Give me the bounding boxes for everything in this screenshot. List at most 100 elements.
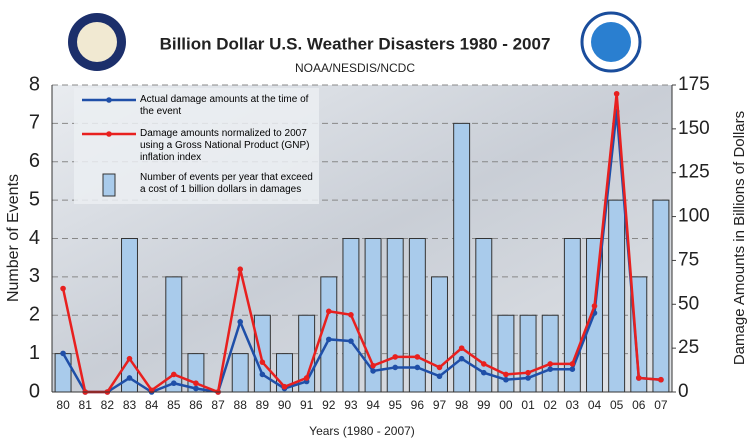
x-tick-label: 80 xyxy=(56,398,70,412)
x-tick-label: 05 xyxy=(610,398,624,412)
x-tick-label: 94 xyxy=(366,398,380,412)
y2-tick-label: 125 xyxy=(678,162,710,183)
line-point xyxy=(60,350,66,357)
bar xyxy=(541,314,559,393)
legend-text: Actual damage amounts at the time of the… xyxy=(140,94,309,117)
y2-tick-label: 150 xyxy=(678,118,710,139)
y-tick-label: 7 xyxy=(29,112,40,134)
line-point xyxy=(525,375,531,381)
chart-subtitle: NOAA/NESDIS/NCDC xyxy=(295,61,415,75)
line-point xyxy=(569,361,576,367)
logo-right xyxy=(580,11,642,73)
line-point xyxy=(126,355,133,362)
bar xyxy=(253,314,271,393)
line-point xyxy=(503,371,509,378)
line-point xyxy=(392,354,399,360)
legend-point xyxy=(106,97,112,103)
line-point xyxy=(458,355,465,362)
legend: Actual damage amounts at the time of the… xyxy=(74,88,319,204)
line xyxy=(61,111,662,394)
bar xyxy=(54,353,72,393)
x-tick-label: 81 xyxy=(79,398,93,412)
y2-axis-label: Damage Amounts in Billions of Dollars xyxy=(731,111,748,365)
legend-box xyxy=(102,173,116,197)
line-point xyxy=(60,285,66,292)
line-point xyxy=(348,312,354,318)
legend-text: Number of events per year that exceed a … xyxy=(140,172,313,195)
line-point xyxy=(303,375,310,381)
line-point xyxy=(414,364,421,371)
bar xyxy=(652,199,670,393)
x-tick-label: 88 xyxy=(234,398,248,412)
bar xyxy=(231,353,249,393)
line-point xyxy=(436,364,443,371)
x-tick-label: 91 xyxy=(300,398,314,412)
legend-swatch xyxy=(82,131,136,137)
x-tick-label: 07 xyxy=(654,398,668,412)
legend-item: Number of events per year that exceed a … xyxy=(78,172,315,198)
line-point xyxy=(525,369,531,376)
legend-swatch xyxy=(102,173,116,197)
y2-tick-label: 50 xyxy=(678,293,699,314)
x-tick-label: 00 xyxy=(499,398,513,412)
x-tick-label: 03 xyxy=(566,398,580,412)
x-tick-label: 01 xyxy=(521,398,535,412)
line-point xyxy=(503,376,509,383)
legend-swatch xyxy=(82,97,136,103)
y-tick-label: 8 xyxy=(29,73,40,95)
line-point xyxy=(569,366,576,372)
line-point xyxy=(325,308,332,315)
x-tick-label: 93 xyxy=(344,398,358,412)
line-point xyxy=(126,375,133,381)
line-point xyxy=(237,319,244,325)
line-point xyxy=(458,345,465,351)
y-tick-label: 0 xyxy=(29,380,40,402)
x-tick-label: 92 xyxy=(322,398,336,412)
x-tick-label: 90 xyxy=(278,398,292,412)
line-point xyxy=(547,366,554,372)
x-tick-label: 89 xyxy=(256,398,270,412)
y-axis-label: Number of Events xyxy=(5,174,22,302)
y2-tick-label: 75 xyxy=(678,249,699,270)
x-tick-label: 96 xyxy=(411,398,425,412)
line-point xyxy=(281,383,288,390)
x-tick-label: 98 xyxy=(455,398,469,412)
bar xyxy=(320,276,338,393)
y-tick-label: 1 xyxy=(29,342,40,364)
x-tick-label: 87 xyxy=(211,398,225,412)
legend-point xyxy=(106,131,112,137)
legend-text: Damage amounts normalized to 2007 using … xyxy=(140,128,310,163)
line-point xyxy=(325,336,332,343)
y2-tick-label: 0 xyxy=(678,381,689,402)
x-tick-label: 84 xyxy=(145,398,159,412)
x-tick-label: 86 xyxy=(189,398,203,412)
x-tick-label: 83 xyxy=(123,398,137,412)
line-point xyxy=(480,369,487,376)
logo-left xyxy=(68,13,126,71)
line-point xyxy=(348,338,354,344)
x-tick-label: 06 xyxy=(632,398,646,412)
y-tick-label: 2 xyxy=(29,304,40,326)
line-point xyxy=(170,371,177,378)
line-point xyxy=(547,361,554,367)
line-point xyxy=(414,354,421,360)
y-tick-label: 6 xyxy=(29,150,40,172)
line-point xyxy=(259,371,266,378)
x-tick-label: 82 xyxy=(101,398,115,412)
x-tick-label: 99 xyxy=(477,398,491,412)
y2-tick-label: 100 xyxy=(678,206,710,227)
line-point xyxy=(193,385,199,392)
x-tick-label: 97 xyxy=(433,398,447,412)
x-tick-label: 95 xyxy=(389,398,403,412)
line-point xyxy=(237,266,244,273)
chart-title: Billion Dollar U.S. Weather Disasters 19… xyxy=(160,34,551,53)
line-point xyxy=(436,373,443,380)
line-point xyxy=(370,368,376,374)
line-point xyxy=(193,380,199,387)
line-point xyxy=(613,90,620,97)
line-point xyxy=(635,375,642,381)
line-point xyxy=(170,380,177,387)
bar xyxy=(608,199,626,393)
